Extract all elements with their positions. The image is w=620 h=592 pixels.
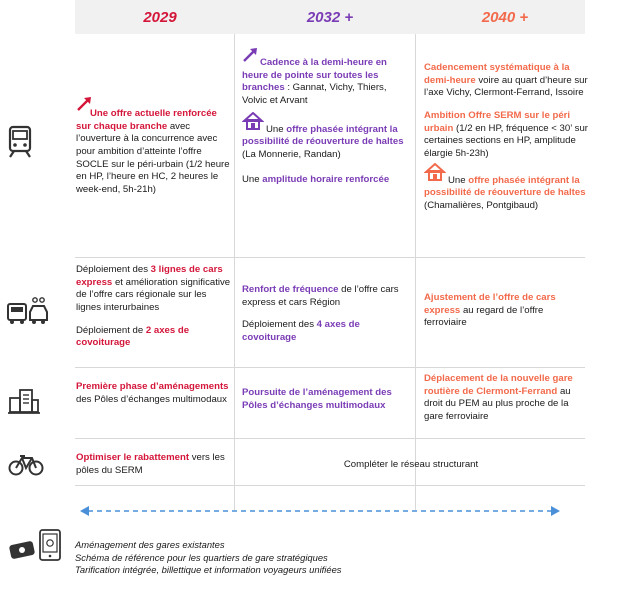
pem-2032-emphasis: Poursuite de l’aménagement des Pôles d’é… <box>242 387 392 411</box>
bus-2032-cell: Renfort de fréquence de l’offre cars exp… <box>242 284 412 351</box>
train-2032-p2-text: (La Monnerie, Randan) <box>242 148 341 160</box>
pem-2029-cell: Première phase d’aménagements des Pôles … <box>76 381 232 412</box>
bike-2029-cell: Optimiser le rabattement vers les pôles … <box>76 452 236 483</box>
pem-2040-emphasis: Déplacement de la nouvelle gare routière… <box>424 373 573 397</box>
header-2029: 2029 <box>143 9 177 26</box>
header-2032: 2032 + <box>306 9 354 26</box>
train-2029-text: avec l’ouverture à la concurrence avec p… <box>76 120 230 195</box>
row-divider <box>75 438 585 439</box>
ticket-phone-icon <box>6 528 64 569</box>
timeline-arrow <box>80 505 560 522</box>
bus-2029-cell: Déploiement des 3 lignes de cars express… <box>76 264 232 356</box>
pem-2040-cell: Déplacement de la nouvelle gare routière… <box>424 373 588 430</box>
pem-2040-text: au droit du PEM au plus proche de la gar… <box>424 385 571 422</box>
train-2040-p3-pre: Une <box>448 174 469 186</box>
bus-2029-p2-pre: Déploiement de <box>76 324 146 336</box>
bus-2029-p2-emphasis: 2 axes de covoiturage <box>76 324 190 349</box>
bus-2032-p1-emphasis: Renfort de fréquence <box>242 284 339 295</box>
arrow-up-icon <box>76 96 92 117</box>
row-divider <box>75 257 585 258</box>
train-2032-p3-pre: Une <box>242 173 263 185</box>
footer-item: Schéma de référence pour les quartiers d… <box>75 551 328 563</box>
bus-car-icon <box>6 296 50 331</box>
train-2032-p3-emphasis: amplitude horaire renforcée <box>262 173 390 185</box>
bus-2032-p1-text: de l’offre cars express et cars Région <box>242 284 399 308</box>
column-divider <box>234 34 235 510</box>
column-divider <box>415 34 416 510</box>
train-2032-p2-emphasis: offre phasée intégrant la possibilité de… <box>242 123 404 148</box>
train-2040-p3-emphasis: offre phasée intégrant la possibilité de… <box>424 174 586 199</box>
footer-list: Aménagement des gares existantes Schéma … <box>75 539 341 577</box>
bus-2032-p2-emphasis: 4 axes de covoiturage <box>242 319 360 343</box>
header-2040: 2040 + <box>481 9 529 26</box>
pem-2029-emphasis: Première phase d’aménagements <box>76 381 229 392</box>
bike-2029-text: vers les pôles du SERM <box>76 452 225 476</box>
footer-item: Tarification intégrée, billettique et in… <box>75 564 342 576</box>
pem-2032-cell: Poursuite de l’aménagement des Pôles d’é… <box>242 387 414 418</box>
house-icon <box>424 162 448 185</box>
train-2040-p3-text: (Chamalières, Pontgibaud) <box>424 199 539 211</box>
bicycle-icon <box>8 453 44 482</box>
train-2032-cell: Cadence à la demi-heure en heure de poin… <box>242 57 414 192</box>
bus-2029-p1-pre: Déploiement des <box>76 264 151 275</box>
train-2029-emphasis: Une offre actuelle renforcée sur chaque … <box>76 108 217 132</box>
bus-2029-p1-emphasis: 3 lignes de cars express <box>76 264 223 288</box>
row-divider <box>75 485 585 486</box>
train-icon <box>6 125 34 164</box>
bike-2032-2040-text: Compléter le réseau structurant <box>343 459 479 470</box>
pem-2029-text: des Pôles d’échanges multimodaux <box>76 393 227 405</box>
footer-item: Aménagement des gares existantes <box>75 539 225 550</box>
building-icon <box>8 386 40 419</box>
timeline-header <box>75 0 585 34</box>
bus-2032-p2-pre: Déploiement des <box>242 319 317 331</box>
train-2040-cell: Cadencement systématique à la demi-heure… <box>424 62 588 219</box>
train-2032-p1-emphasis: Cadence à la demi-heure en heure de poin… <box>242 57 387 94</box>
bus-2040-cell: Ajustement de l’offre de cars express au… <box>424 292 584 336</box>
train-2040-p1-emphasis: Cadencement systématique à la demi-heure <box>424 62 570 86</box>
bike-2029-emphasis: Optimiser le rabattement <box>76 452 190 463</box>
train-2040-p1-text: voire au quart d’heure sur l’axe Vichy, … <box>424 74 588 99</box>
train-2032-p2-pre: Une <box>266 123 287 135</box>
train-2029-cell: Une offre actuelle renforcée sur chaque … <box>76 108 231 203</box>
bus-2040-p1-text: au regard de l’offre ferroviaire <box>424 304 544 329</box>
bus-2029-p1-text: et amélioration significative de l’offre… <box>76 276 231 313</box>
train-2032-p1-text: : Gannat, Vichy, Thiers, Volvic et Arvan… <box>242 82 387 106</box>
bus-2040-p1-emphasis: Ajustement de l’offre de cars express <box>424 292 556 316</box>
row-divider <box>75 367 585 368</box>
arrow-up-icon <box>242 47 258 68</box>
train-2040-p2-text: (1/2 en HP, fréquence < 30’ sur certaine… <box>424 122 588 159</box>
bike-2032-2040-cell: Compléter le réseau structurant <box>236 459 586 478</box>
house-icon <box>242 111 266 134</box>
train-2040-p2-emphasis: Ambition Offre SERM sur le péri urbain <box>424 109 571 134</box>
